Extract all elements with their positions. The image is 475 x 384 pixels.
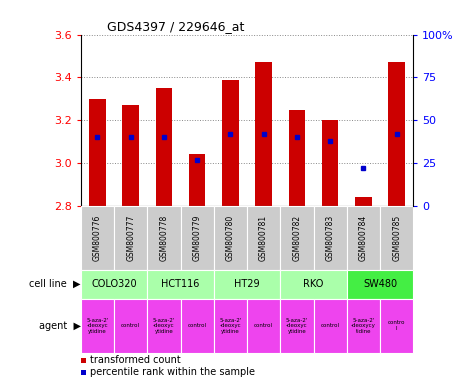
Text: 5-aza-2'
-deoxyc
ytidine: 5-aza-2' -deoxyc ytidine: [219, 318, 242, 334]
Text: SW480: SW480: [363, 279, 397, 289]
Bar: [347, 299, 380, 353]
Text: GSM800781: GSM800781: [259, 215, 268, 261]
Text: GSM800784: GSM800784: [359, 215, 368, 261]
Bar: [114, 299, 147, 353]
Bar: [280, 206, 314, 270]
Text: percentile rank within the sample: percentile rank within the sample: [90, 367, 255, 377]
Bar: [247, 299, 280, 353]
Text: transformed count: transformed count: [90, 356, 181, 366]
Text: cell line  ▶: cell line ▶: [29, 279, 81, 289]
Text: GSM800779: GSM800779: [193, 215, 201, 261]
Bar: [114, 206, 147, 270]
Bar: [147, 270, 214, 299]
Bar: [156, 88, 172, 206]
Text: 5-aza-2'
-deoxycy
tidine: 5-aza-2' -deoxycy tidine: [351, 318, 376, 334]
Bar: [289, 109, 305, 206]
Text: GSM800777: GSM800777: [126, 215, 135, 261]
Text: GDS4397 / 229646_at: GDS4397 / 229646_at: [107, 20, 245, 33]
Text: control: control: [188, 323, 207, 328]
Bar: [380, 299, 413, 353]
Text: GSM800780: GSM800780: [226, 215, 235, 261]
Text: control: control: [321, 323, 340, 328]
Bar: [214, 299, 247, 353]
Bar: [214, 270, 280, 299]
Text: COLO320: COLO320: [91, 279, 137, 289]
Bar: [81, 299, 114, 353]
Bar: [189, 154, 205, 206]
Text: control: control: [254, 323, 273, 328]
Bar: [347, 206, 380, 270]
Bar: [314, 299, 347, 353]
Text: GSM800783: GSM800783: [326, 215, 334, 261]
Text: HT29: HT29: [234, 279, 260, 289]
Text: control: control: [121, 323, 140, 328]
Bar: [314, 206, 347, 270]
Bar: [389, 63, 405, 206]
Bar: [123, 105, 139, 206]
Bar: [322, 120, 338, 206]
Text: HCT116: HCT116: [162, 279, 199, 289]
Text: 5-aza-2'
-deoxyc
ytidine: 5-aza-2' -deoxyc ytidine: [285, 318, 308, 334]
Bar: [347, 270, 413, 299]
Text: RKO: RKO: [304, 279, 323, 289]
Bar: [214, 206, 247, 270]
Bar: [256, 63, 272, 206]
Bar: [280, 270, 347, 299]
Text: contro
l: contro l: [388, 320, 405, 331]
Bar: [180, 299, 214, 353]
Text: GSM800776: GSM800776: [93, 215, 102, 261]
Bar: [380, 206, 413, 270]
Bar: [280, 299, 314, 353]
Bar: [355, 197, 371, 206]
Bar: [147, 206, 180, 270]
Bar: [81, 270, 147, 299]
Text: GSM800778: GSM800778: [160, 215, 168, 261]
Text: 5-aza-2'
-deoxyc
ytidine: 5-aza-2' -deoxyc ytidine: [86, 318, 109, 334]
Text: GSM800785: GSM800785: [392, 215, 401, 261]
Text: GSM800782: GSM800782: [293, 215, 301, 261]
Bar: [89, 99, 105, 206]
Bar: [180, 206, 214, 270]
Bar: [222, 79, 238, 206]
Bar: [81, 206, 114, 270]
Text: 5-aza-2'
-deoxyc
ytidine: 5-aza-2' -deoxyc ytidine: [152, 318, 175, 334]
Text: agent  ▶: agent ▶: [39, 321, 81, 331]
Bar: [147, 299, 180, 353]
Bar: [247, 206, 280, 270]
